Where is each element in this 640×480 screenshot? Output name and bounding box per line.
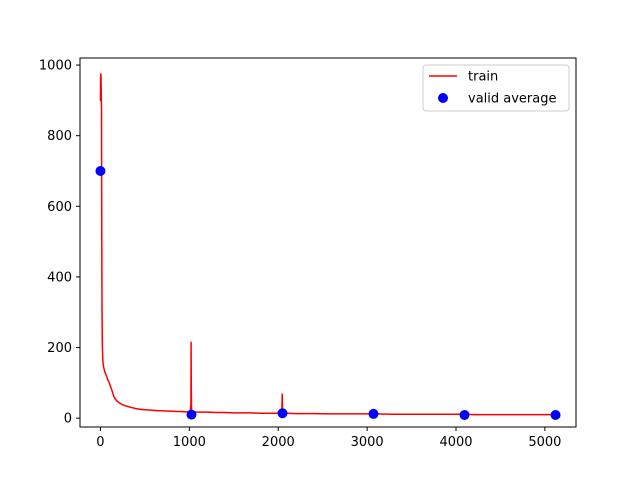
valid-average-point [550,409,561,420]
x-tick-label: 0 [96,435,104,450]
legend-swatch-valid-average [438,93,448,103]
x-tick-label: 1000 [173,435,206,450]
y-tick-label: 200 [47,341,72,356]
legend: train valid average [422,64,570,112]
legend-label: valid average [468,92,557,107]
y-tick-label: 800 [47,129,72,144]
x-tick-label: 2000 [262,435,295,450]
axes: 0 1000 2000 3000 4000 5000 0 200 400 600 800 1000 [39,57,577,450]
valid-average-point [368,408,379,419]
y-tick-label: 0 [64,412,72,427]
valid-average-point [95,165,106,176]
valid-average-point [186,409,197,420]
y-tick-label: 600 [47,200,72,215]
x-tick-label: 4000 [439,435,472,450]
legend-box [422,64,570,112]
legend-label: train [468,70,498,85]
plot-area [95,73,561,420]
valid-average-point [459,409,470,420]
data-group [95,73,561,420]
x-tick-label: 3000 [351,435,384,450]
y-tick-label: 400 [47,270,72,285]
x-tick-label: 5000 [528,435,561,450]
valid-average-point [277,408,288,419]
y-tick-label: 1000 [39,59,72,74]
axes-frame [79,57,577,428]
